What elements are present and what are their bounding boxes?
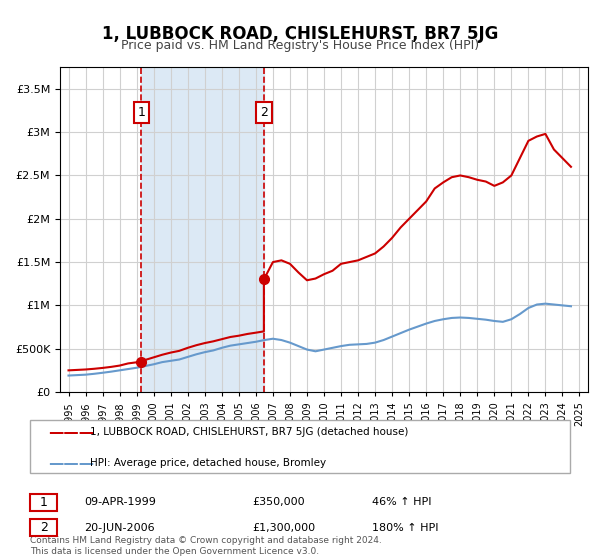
Text: 180% ↑ HPI: 180% ↑ HPI [372,522,439,533]
Text: 09-APR-1999: 09-APR-1999 [84,497,156,507]
Text: 1, LUBBOCK ROAD, CHISLEHURST, BR7 5JG: 1, LUBBOCK ROAD, CHISLEHURST, BR7 5JG [102,25,498,43]
Text: £350,000: £350,000 [252,497,305,507]
Text: 46% ↑ HPI: 46% ↑ HPI [372,497,431,507]
Text: ———: ——— [48,425,94,440]
Text: 1: 1 [40,496,48,509]
Text: Contains HM Land Registry data © Crown copyright and database right 2024.
This d: Contains HM Land Registry data © Crown c… [30,536,382,556]
Text: HPI: Average price, detached house, Bromley: HPI: Average price, detached house, Brom… [90,458,326,468]
Text: 1, LUBBOCK ROAD, CHISLEHURST, BR7 5JG (detached house): 1, LUBBOCK ROAD, CHISLEHURST, BR7 5JG (d… [90,427,409,437]
Bar [141,67,264,392]
Text: £1,300,000: £1,300,000 [252,522,315,533]
Text: 1: 1 [137,106,145,119]
Text: ———: ——— [48,456,94,470]
Text: 2: 2 [260,106,268,119]
Text: Price paid vs. HM Land Registry's House Price Index (HPI): Price paid vs. HM Land Registry's House … [121,39,479,52]
Text: 2: 2 [40,521,48,534]
Text: 20-JUN-2006: 20-JUN-2006 [84,522,155,533]
